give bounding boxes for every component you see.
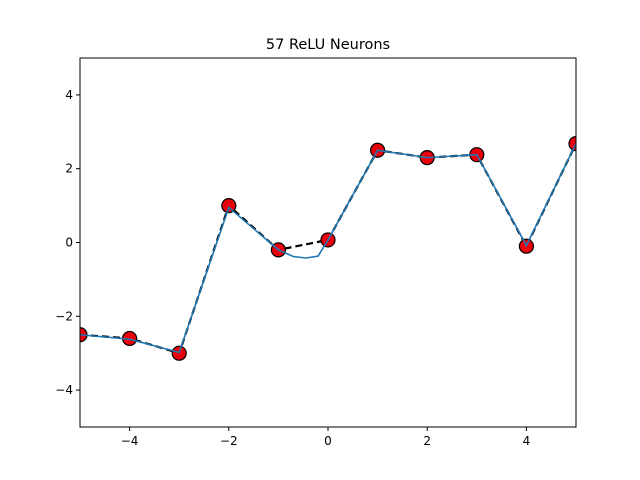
x-tick-label: −2	[220, 434, 238, 448]
plot-frame	[79, 57, 577, 428]
target-point	[221, 198, 237, 214]
y-tick-label: −2	[55, 309, 73, 323]
y-tick-label: 0	[65, 236, 73, 250]
y-tick-label: 2	[65, 162, 73, 176]
x-axis: −4 −2 0 2 4	[121, 427, 530, 448]
x-tick-label: 0	[324, 434, 332, 448]
relu-fit-line	[80, 143, 576, 354]
y-tick-label: 4	[65, 88, 73, 102]
y-axis: −4 −2 0 2 4	[55, 88, 80, 397]
x-tick-label: −4	[121, 434, 139, 448]
x-tick-label: 4	[523, 434, 531, 448]
x-tick-label: 2	[423, 434, 431, 448]
chart-title: 57 ReLU Neurons	[266, 37, 390, 53]
y-tick-label: −4	[55, 383, 73, 397]
plot-area	[80, 136, 576, 361]
